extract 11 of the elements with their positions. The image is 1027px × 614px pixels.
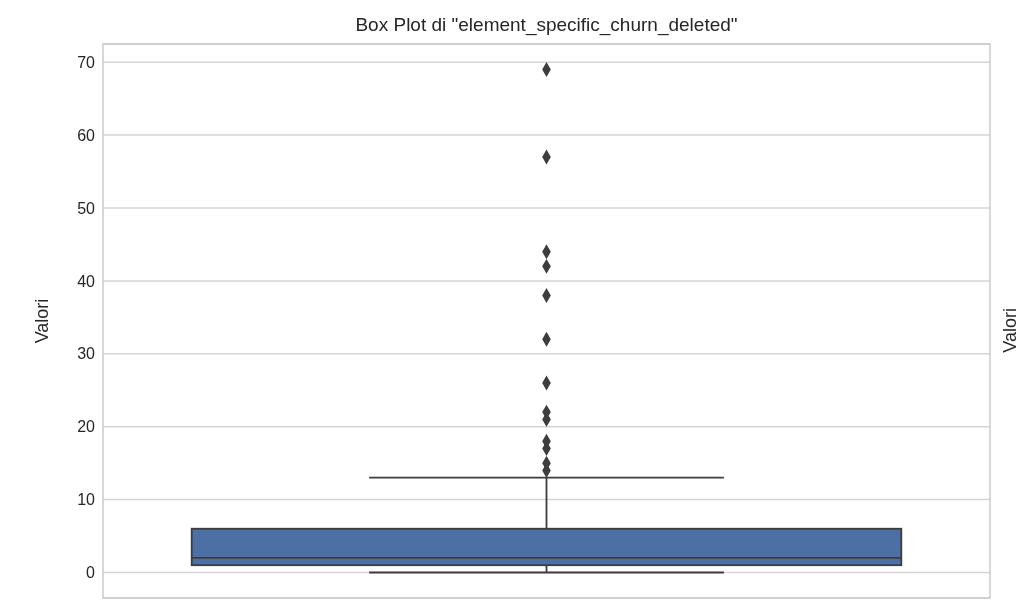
y-tick-label: 0	[86, 564, 96, 582]
y-tick-label: 50	[77, 199, 96, 217]
y-axis-title: Valori	[32, 298, 53, 344]
y-tick-label: 20	[77, 418, 96, 436]
text: Valori	[1000, 308, 1021, 353]
y-tick-label: 10	[77, 491, 96, 509]
y-tick-label: 40	[77, 272, 96, 290]
y-tick-label: 70	[77, 53, 96, 71]
y-tick-label: 30	[77, 345, 96, 363]
y-tick-label: 60	[77, 126, 96, 144]
chart-title: Box Plot di "element_specific_churn_deleted"	[354, 14, 739, 36]
